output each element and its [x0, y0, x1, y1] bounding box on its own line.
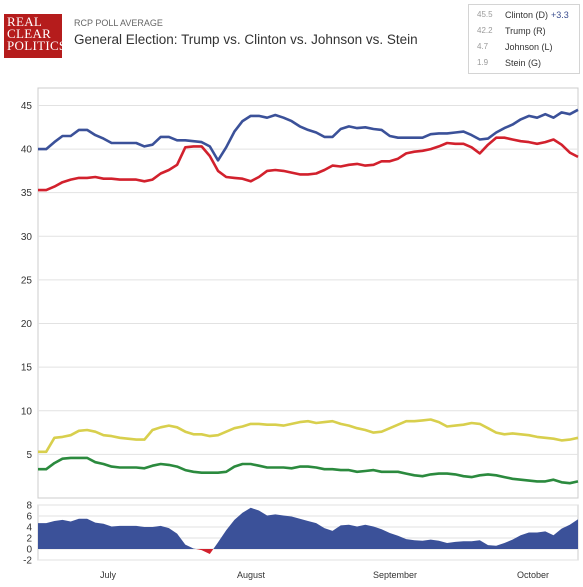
chart-subtitle: RCP POLL AVERAGE: [74, 18, 163, 28]
spread-y-tick-label: 2: [26, 534, 32, 545]
legend-spread: +3.3: [551, 10, 569, 20]
legend-item-stein[interactable]: 1.9 Stein (G): [469, 56, 579, 70]
main-y-tick-label: 15: [21, 363, 33, 374]
main-y-tick-label: 20: [21, 319, 33, 330]
rcp-logo[interactable]: REAL CLEAR POLITICS: [4, 14, 67, 58]
series-line-johnson[interactable]: [38, 418, 579, 454]
main-y-tick-labels: 5 10 15 20 25 30 35 40 45: [21, 101, 33, 461]
logo-line2: CLEAR: [7, 26, 52, 41]
legend-value: 45.5: [477, 10, 493, 19]
legend-value: 4.7: [477, 42, 489, 51]
x-tick-labels: July August September October: [100, 570, 549, 580]
x-tick-label: August: [237, 570, 266, 580]
legend-name: Clinton (D): [505, 10, 549, 20]
series-line-trump[interactable]: [38, 136, 579, 192]
spread-area: [38, 507, 578, 554]
series-line-stein[interactable]: [38, 456, 579, 485]
main-y-tick-label: 5: [26, 450, 32, 461]
main-y-tick-label: 35: [21, 188, 33, 199]
legend-name: Trump (R): [505, 26, 546, 36]
legend-item-trump[interactable]: 42.2 Trump (R): [469, 24, 579, 38]
main-gridlines: [37, 87, 579, 499]
spread-y-tick-label: 8: [26, 501, 32, 512]
series-line-clinton[interactable]: [38, 108, 579, 162]
main-y-tick-label: 25: [21, 275, 33, 286]
spread-area-positive[interactable]: [38, 507, 578, 554]
x-tick-label: September: [373, 570, 417, 580]
spread-y-tick-label: 4: [26, 523, 32, 534]
x-tick-label: July: [100, 570, 117, 580]
x-tick-label: October: [517, 570, 549, 580]
main-y-tick-label: 45: [21, 101, 33, 112]
logo-line1: REAL: [7, 14, 43, 29]
main-y-tick-label: 10: [21, 406, 33, 417]
main-y-tick-label: 40: [21, 145, 33, 156]
chart-title: General Election: Trump vs. Clinton vs. …: [74, 32, 418, 47]
legend-name: Stein (G): [505, 58, 542, 68]
legend-name: Johnson (L): [505, 42, 553, 52]
legend-item-clinton[interactable]: 45.5 Clinton (D) +3.3: [469, 8, 579, 22]
legend-value: 1.9: [477, 58, 489, 67]
legend-value: 42.2: [477, 26, 493, 35]
logo-line3: POLITICS: [7, 38, 67, 53]
legend-item-johnson[interactable]: 4.7 Johnson (L): [469, 40, 579, 54]
spread-y-tick-label: 6: [26, 512, 32, 523]
spread-y-tick-label: 0: [26, 545, 32, 556]
legend-box: 45.5 Clinton (D) +3.3 42.2 Trump (R) 4.7 …: [468, 4, 580, 74]
spread-y-tick-label: -2: [23, 556, 32, 567]
main-series-lines: [38, 108, 579, 485]
main-y-tick-label: 30: [21, 232, 33, 243]
main-plot-frame: [37, 87, 579, 499]
